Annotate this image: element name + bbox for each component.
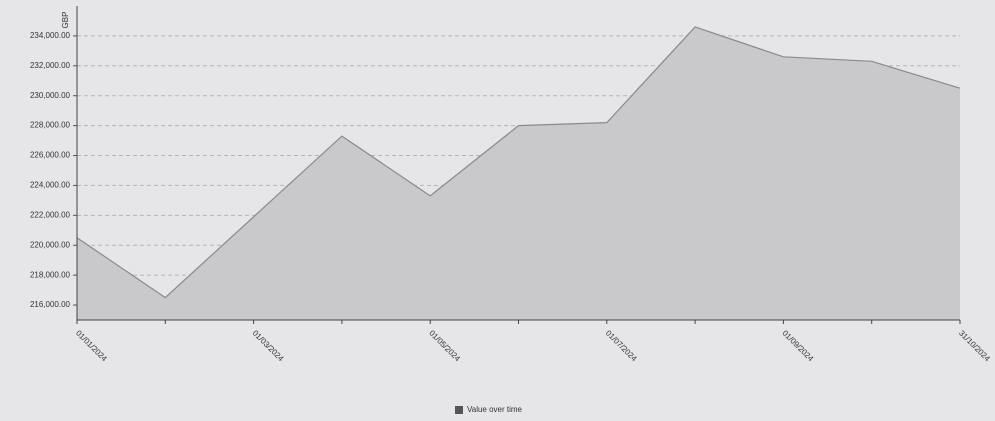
y-tick-label: 220,000.00 bbox=[30, 240, 71, 249]
y-tick-label: 234,000.00 bbox=[30, 31, 71, 40]
y-tick-label: 222,000.00 bbox=[30, 210, 71, 219]
y-tick-label: 228,000.00 bbox=[30, 121, 71, 130]
legend-label: Value over time bbox=[467, 405, 523, 414]
y-tick-label: 218,000.00 bbox=[30, 270, 71, 279]
y-tick-label: 216,000.00 bbox=[30, 300, 71, 309]
y-tick-label: 224,000.00 bbox=[30, 181, 71, 190]
line bbox=[76, 26, 961, 299]
y-axis-label: GBP bbox=[61, 12, 70, 29]
legend-swatch bbox=[455, 406, 463, 414]
y-tick-label: 232,000.00 bbox=[30, 61, 71, 70]
y-tick-label: 230,000.00 bbox=[30, 91, 71, 100]
y-tick-label: 226,000.00 bbox=[30, 151, 71, 160]
area bbox=[77, 26, 960, 320]
